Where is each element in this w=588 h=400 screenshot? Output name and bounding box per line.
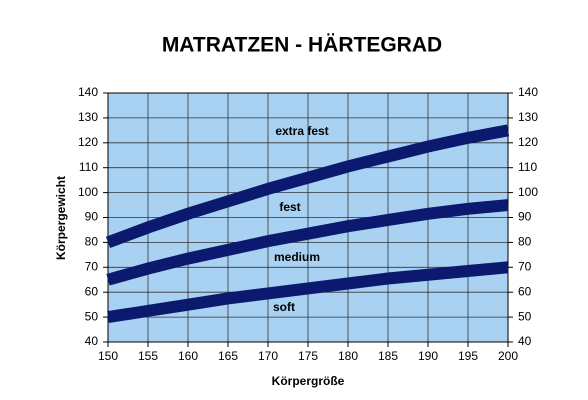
x-tick-label: 175 [298, 349, 318, 363]
curve [107, 261, 509, 324]
zone-label: fest [279, 200, 300, 214]
x-tick-label: 165 [218, 349, 238, 363]
y-tick-label: 100 [78, 185, 98, 199]
curve [106, 199, 509, 286]
y2-tick-label: 130 [518, 110, 538, 124]
y-tick-label: 120 [78, 135, 98, 149]
y-tick-label: 50 [85, 309, 99, 323]
y-tick-label: 70 [85, 259, 99, 273]
x-tick-label: 160 [178, 349, 198, 363]
zone-label: extra fest [275, 124, 328, 138]
y2-tick-label: 50 [518, 309, 532, 323]
x-tick-label: 170 [258, 349, 278, 363]
curve [105, 124, 510, 249]
y-tick-label: 40 [85, 334, 99, 348]
y2-tick-label: 70 [518, 259, 532, 273]
zone-label: soft [273, 300, 295, 314]
y2-tick-label: 140 [518, 85, 538, 99]
y-tick-label: 110 [79, 160, 98, 174]
zone-label: medium [274, 250, 320, 264]
y-tick-label: 60 [85, 284, 99, 298]
x-axis-label: Körpergröße [272, 374, 345, 388]
y2-tick-label: 100 [518, 185, 538, 199]
x-tick-label: 185 [378, 349, 398, 363]
y2-tick-label: 80 [518, 235, 532, 249]
x-tick-label: 180 [338, 349, 358, 363]
plot-frame [107, 92, 509, 343]
y-tick-label: 90 [85, 210, 99, 224]
y-tick-label: 140 [78, 85, 98, 99]
y2-tick-label: 90 [518, 210, 532, 224]
chart-title: MATRATZEN - HÄRTEGRAD [162, 34, 442, 57]
x-tick-label: 155 [138, 349, 158, 363]
x-tick-label: 150 [98, 349, 118, 363]
y-tick-label: 80 [85, 235, 99, 249]
y-axis-label: Körpergewicht [54, 176, 68, 260]
x-tick-label: 190 [418, 349, 438, 363]
y2-tick-label: 110 [518, 160, 537, 174]
y2-tick-label: 60 [518, 284, 532, 298]
y-tick-label: 130 [78, 110, 98, 124]
y2-tick-label: 40 [518, 334, 532, 348]
x-tick-label: 200 [498, 349, 518, 363]
x-tick-label: 195 [458, 349, 478, 363]
y2-tick-label: 120 [518, 135, 538, 149]
